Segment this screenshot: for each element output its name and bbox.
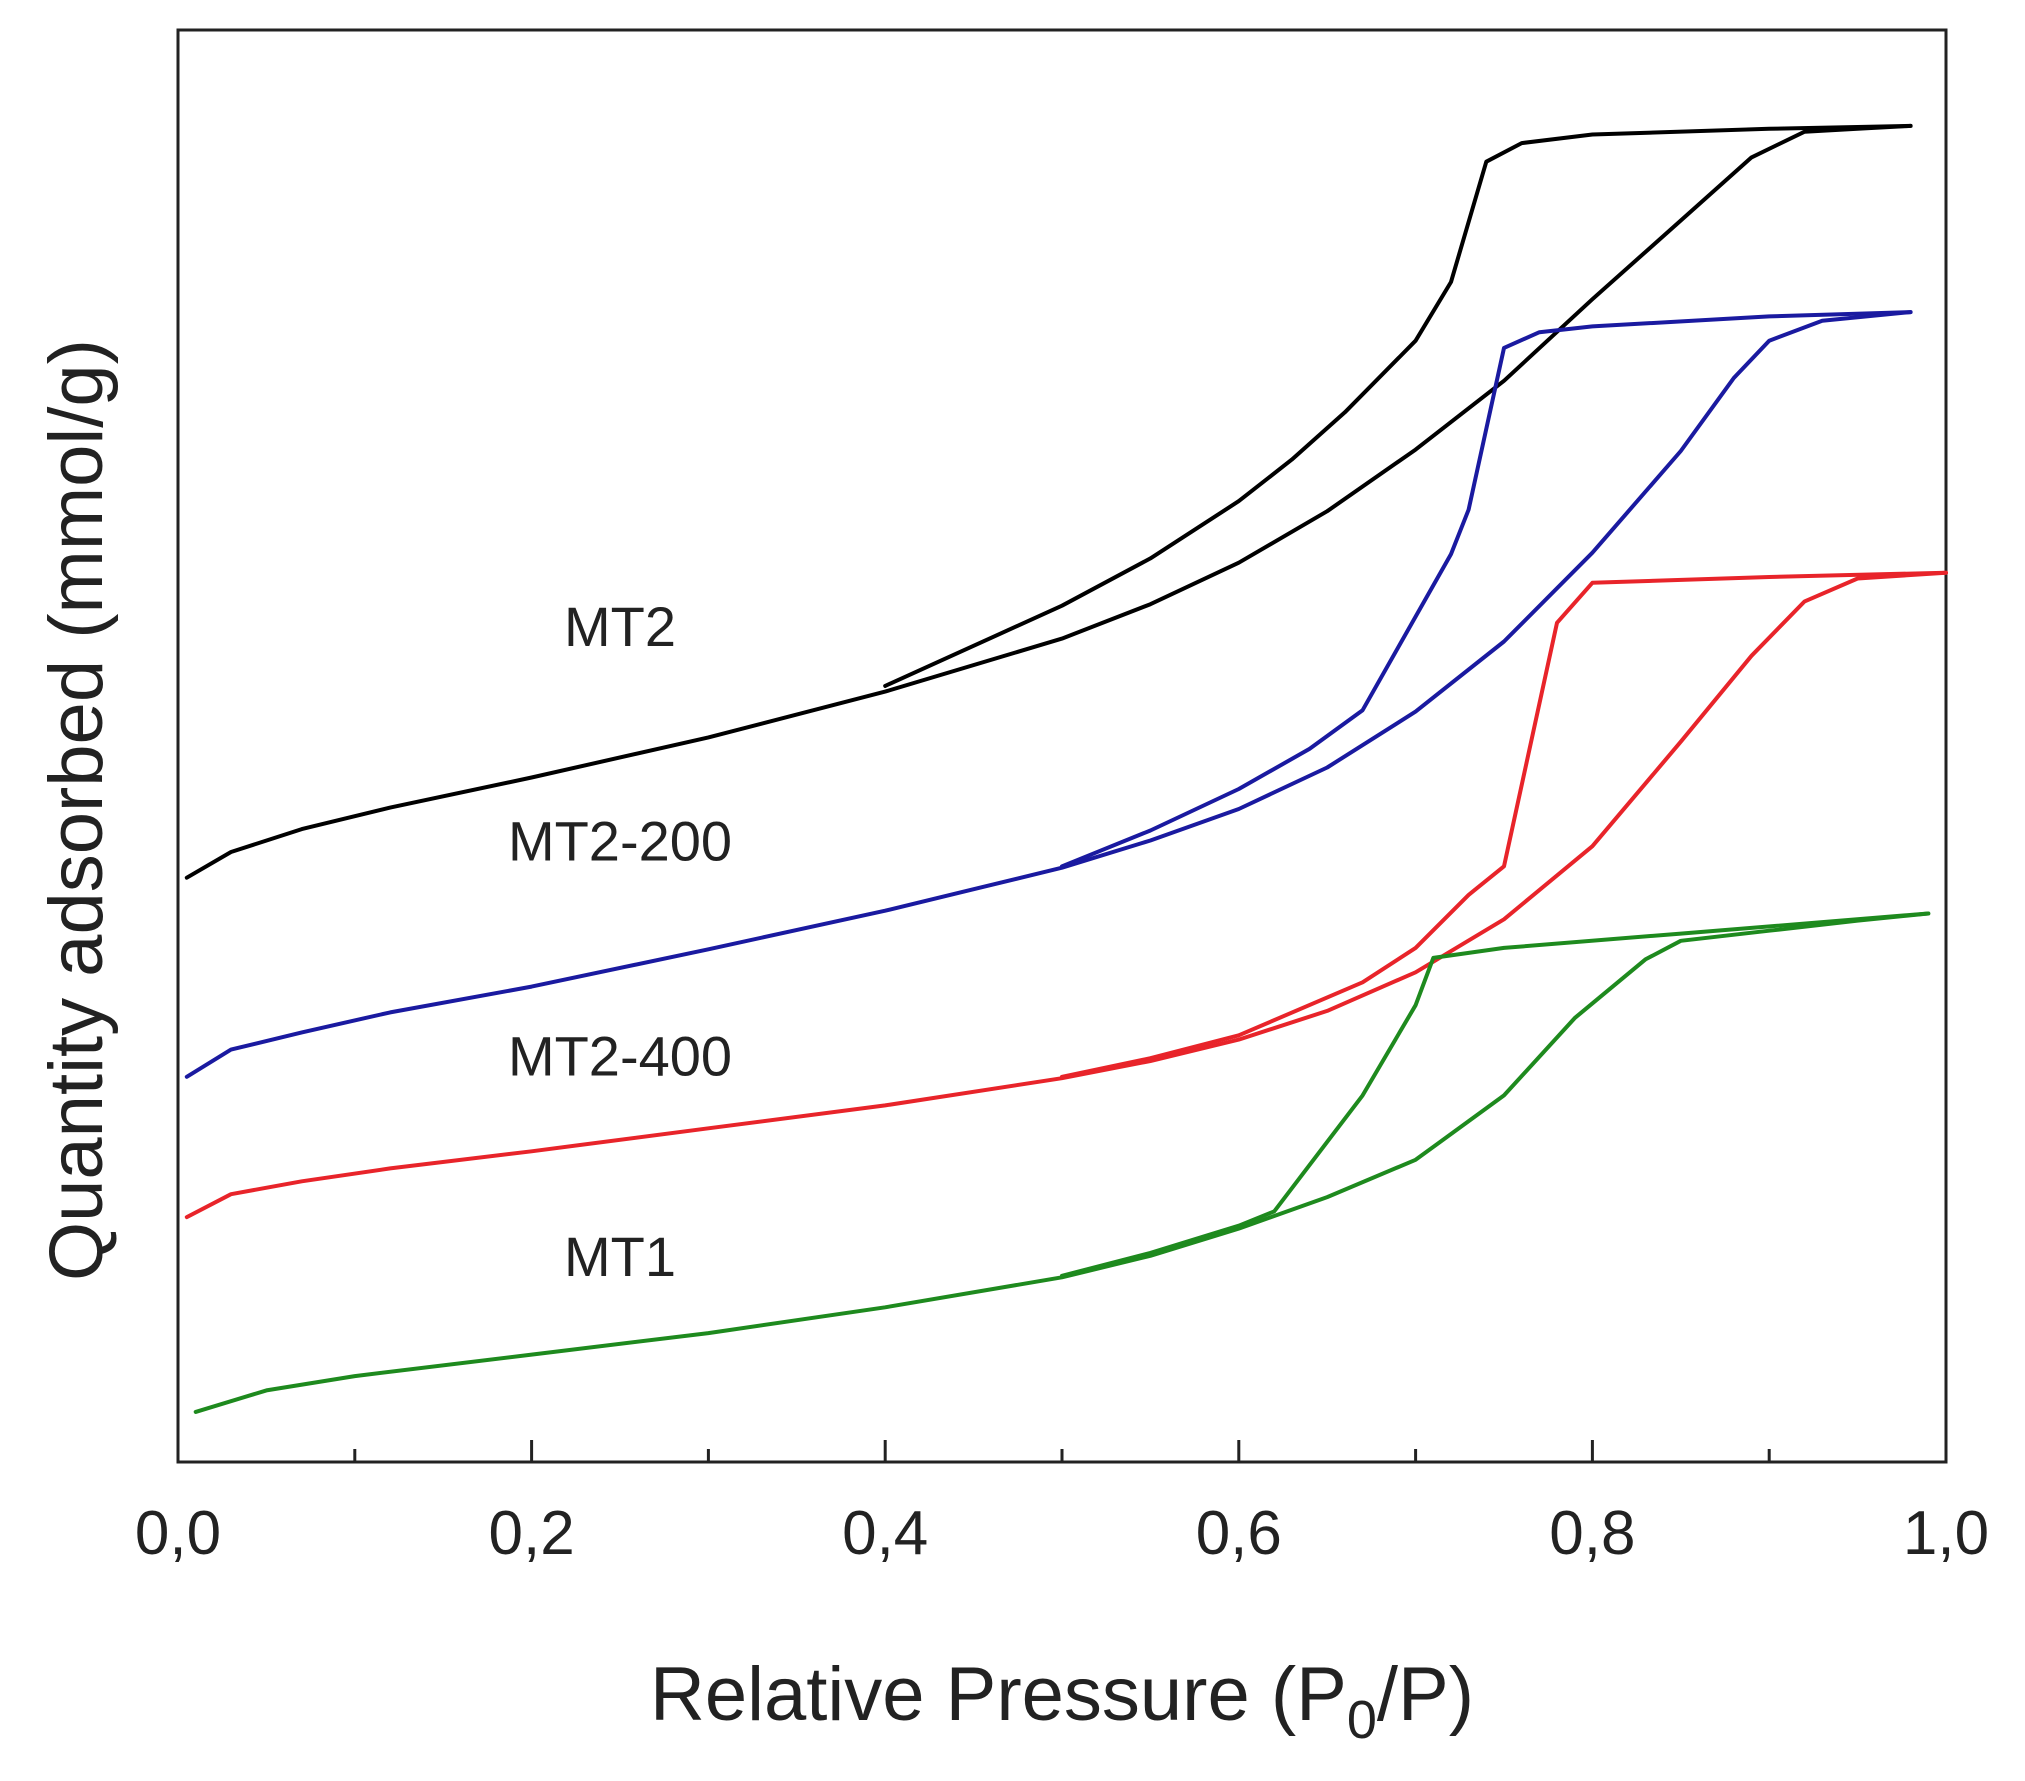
x-axis-title: Relative Pressure (P0/P) [650,1652,1474,1750]
series-mt2-400-adsorption [184,570,1948,1220]
series-label-mt1: MT1 [564,1225,676,1288]
x-axis-ticks: 0,0 0,2 0,4 0,6 0,8 1,0 [135,1440,1989,1568]
series-mt2-adsorption [184,123,1913,880]
series-mt1-adsorption [193,911,1931,1414]
x-tick-label: 0,2 [488,1499,574,1568]
series-mt2-desorption [883,123,1913,688]
x-tick-label: 0,8 [1549,1499,1635,1568]
series-label-mt2-400: MT2-400 [508,1024,732,1087]
series-mt1-desorption [1060,911,1931,1278]
series-mt2-400-desorption [1060,570,1948,1079]
x-tick-label: 1,0 [1903,1499,1989,1568]
x-tick-label: 0,0 [135,1499,221,1568]
x-tick-label: 0,6 [1196,1499,1282,1568]
y-axis-title: Quantity adsorbed (mmol/g) [34,339,119,1281]
series-label-mt2-200: MT2-200 [508,810,732,873]
x-tick-label: 0,4 [842,1499,928,1568]
series-layer [184,123,1948,1414]
series-label-mt2: MT2 [564,595,676,658]
series-mt2-200-desorption [1060,310,1913,869]
annotation-layer: MT2 MT2-200 MT2-400 MT1 [508,595,732,1288]
series-mt2-200-adsorption [184,310,1913,1079]
